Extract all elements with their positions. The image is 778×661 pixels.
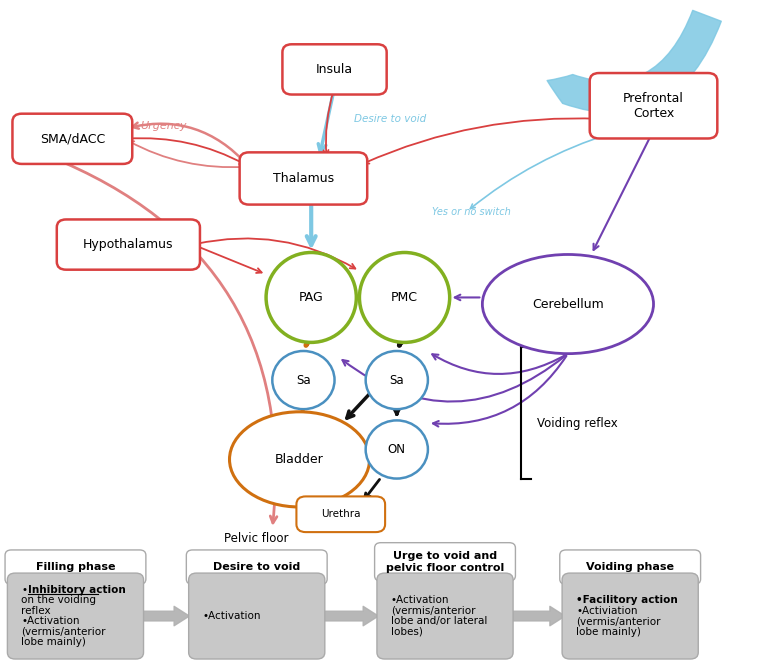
FancyBboxPatch shape xyxy=(296,496,385,532)
Text: reflex: reflex xyxy=(22,605,51,616)
FancyBboxPatch shape xyxy=(590,73,717,139)
Text: PAG: PAG xyxy=(299,291,324,304)
FancyBboxPatch shape xyxy=(240,153,367,205)
FancyBboxPatch shape xyxy=(188,573,325,659)
FancyBboxPatch shape xyxy=(186,550,327,584)
Text: on the voiding: on the voiding xyxy=(22,595,96,605)
FancyArrowPatch shape xyxy=(321,606,378,626)
Ellipse shape xyxy=(230,412,370,507)
FancyBboxPatch shape xyxy=(562,573,699,659)
FancyBboxPatch shape xyxy=(8,573,143,659)
FancyArrowPatch shape xyxy=(509,606,565,626)
Text: Sa: Sa xyxy=(390,373,404,387)
Ellipse shape xyxy=(272,351,335,409)
FancyBboxPatch shape xyxy=(12,114,132,164)
Text: Urgency: Urgency xyxy=(140,120,187,131)
Text: Desire to void: Desire to void xyxy=(213,562,300,572)
FancyArrowPatch shape xyxy=(547,11,721,113)
Text: Filling phase: Filling phase xyxy=(36,562,115,572)
Text: (vermis/anterior: (vermis/anterior xyxy=(22,627,106,637)
Text: Thalamus: Thalamus xyxy=(273,172,334,185)
Text: Sa: Sa xyxy=(296,373,310,387)
FancyBboxPatch shape xyxy=(282,44,387,95)
Text: Desire to void: Desire to void xyxy=(354,114,426,124)
Text: Hypothalamus: Hypothalamus xyxy=(83,238,173,251)
Text: lobe mainly): lobe mainly) xyxy=(22,637,86,648)
Text: •Activiation: •Activiation xyxy=(576,605,638,616)
Text: Insula: Insula xyxy=(316,63,353,76)
Ellipse shape xyxy=(366,420,428,479)
Text: Yes or no switch: Yes or no switch xyxy=(432,206,510,217)
Text: •: • xyxy=(22,584,27,595)
Ellipse shape xyxy=(482,254,654,354)
Ellipse shape xyxy=(359,253,450,342)
Text: Bladder: Bladder xyxy=(275,453,324,466)
Text: SMA/dACC: SMA/dACC xyxy=(40,132,105,145)
Text: Voiding reflex: Voiding reflex xyxy=(537,416,618,430)
Text: Urethra: Urethra xyxy=(321,509,360,520)
Text: lobes): lobes) xyxy=(391,627,422,637)
Text: •Activation: •Activation xyxy=(391,595,450,605)
Text: Urge to void and
pelvic floor control: Urge to void and pelvic floor control xyxy=(386,551,504,572)
FancyBboxPatch shape xyxy=(560,550,700,584)
FancyArrowPatch shape xyxy=(139,606,189,626)
Ellipse shape xyxy=(266,253,356,342)
Text: (vermis/anterior: (vermis/anterior xyxy=(391,605,475,616)
Text: ON: ON xyxy=(387,443,406,456)
Text: •Facilitory action: •Facilitory action xyxy=(576,595,678,605)
Text: lobe and/or lateral: lobe and/or lateral xyxy=(391,616,487,627)
Text: Prefrontal
Cortex: Prefrontal Cortex xyxy=(623,92,684,120)
FancyBboxPatch shape xyxy=(5,550,146,584)
Text: lobe mainly): lobe mainly) xyxy=(576,627,641,637)
Text: (vermis/anterior: (vermis/anterior xyxy=(576,616,661,627)
Text: •Activation: •Activation xyxy=(22,616,80,627)
Text: Voiding phase: Voiding phase xyxy=(586,562,675,572)
FancyBboxPatch shape xyxy=(374,543,515,581)
Ellipse shape xyxy=(366,351,428,409)
FancyBboxPatch shape xyxy=(57,219,200,270)
FancyBboxPatch shape xyxy=(377,573,513,659)
Text: Pelvic floor: Pelvic floor xyxy=(225,531,289,545)
Text: PMC: PMC xyxy=(391,291,418,304)
Text: •Activation: •Activation xyxy=(202,611,261,621)
Text: Inhibitory action: Inhibitory action xyxy=(28,584,125,595)
Text: Cerebellum: Cerebellum xyxy=(532,297,604,311)
